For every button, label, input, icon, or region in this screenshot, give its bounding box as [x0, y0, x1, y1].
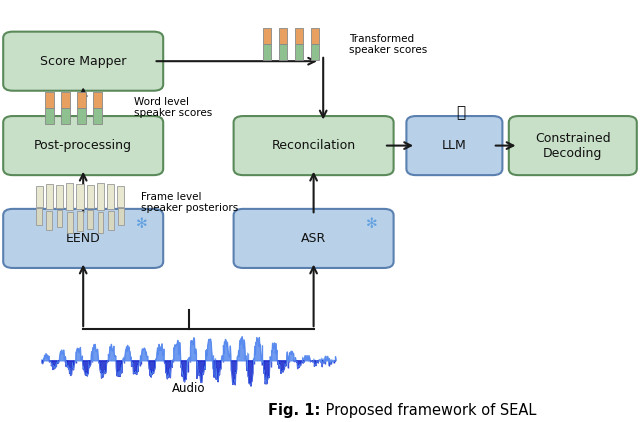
FancyBboxPatch shape [3, 116, 163, 175]
Text: ✻: ✻ [366, 217, 378, 231]
FancyBboxPatch shape [56, 184, 63, 208]
FancyBboxPatch shape [46, 211, 52, 230]
Text: Constrained
Decoding: Constrained Decoding [535, 132, 611, 160]
Text: 🔥: 🔥 [456, 105, 465, 120]
FancyBboxPatch shape [77, 184, 84, 209]
FancyBboxPatch shape [3, 32, 163, 91]
Text: Frame level
speaker posteriors: Frame level speaker posteriors [141, 192, 238, 214]
Text: Post-processing: Post-processing [34, 139, 132, 152]
Text: Fig. 1:: Fig. 1: [268, 403, 320, 418]
FancyBboxPatch shape [295, 28, 303, 44]
FancyBboxPatch shape [61, 108, 70, 124]
FancyBboxPatch shape [93, 92, 102, 108]
FancyBboxPatch shape [77, 108, 86, 124]
FancyBboxPatch shape [295, 44, 303, 60]
FancyBboxPatch shape [77, 211, 83, 231]
FancyBboxPatch shape [36, 208, 42, 225]
Text: Word level
speaker scores: Word level speaker scores [134, 97, 212, 119]
Text: Audio: Audio [172, 382, 205, 395]
FancyBboxPatch shape [45, 108, 54, 124]
FancyBboxPatch shape [67, 182, 73, 210]
FancyBboxPatch shape [107, 184, 114, 209]
FancyBboxPatch shape [36, 186, 42, 207]
Text: Reconcilation: Reconcilation [271, 139, 356, 152]
FancyBboxPatch shape [234, 209, 394, 268]
FancyBboxPatch shape [263, 28, 271, 44]
FancyBboxPatch shape [311, 28, 319, 44]
Text: Proposed framework of SEAL: Proposed framework of SEAL [321, 403, 537, 418]
FancyBboxPatch shape [67, 211, 72, 233]
FancyBboxPatch shape [93, 108, 102, 124]
FancyBboxPatch shape [108, 211, 114, 230]
FancyBboxPatch shape [3, 209, 163, 268]
FancyBboxPatch shape [311, 44, 319, 60]
FancyBboxPatch shape [45, 92, 54, 108]
FancyBboxPatch shape [263, 44, 271, 60]
Text: ✻: ✻ [136, 217, 147, 231]
Text: Score Mapper: Score Mapper [40, 55, 126, 68]
FancyBboxPatch shape [61, 92, 70, 108]
FancyBboxPatch shape [234, 116, 394, 175]
FancyBboxPatch shape [118, 208, 124, 225]
FancyBboxPatch shape [87, 184, 94, 208]
FancyBboxPatch shape [279, 28, 287, 44]
Text: LLM: LLM [442, 139, 467, 152]
FancyBboxPatch shape [46, 184, 52, 209]
FancyBboxPatch shape [97, 211, 104, 233]
Text: Transformed
speaker scores: Transformed speaker scores [349, 33, 427, 55]
FancyBboxPatch shape [88, 209, 93, 228]
FancyBboxPatch shape [279, 44, 287, 60]
FancyBboxPatch shape [57, 209, 62, 227]
Text: EEND: EEND [66, 232, 100, 245]
FancyBboxPatch shape [97, 182, 104, 210]
FancyBboxPatch shape [77, 92, 86, 108]
FancyBboxPatch shape [406, 116, 502, 175]
FancyBboxPatch shape [509, 116, 637, 175]
Text: ASR: ASR [301, 232, 326, 245]
FancyBboxPatch shape [118, 186, 124, 207]
